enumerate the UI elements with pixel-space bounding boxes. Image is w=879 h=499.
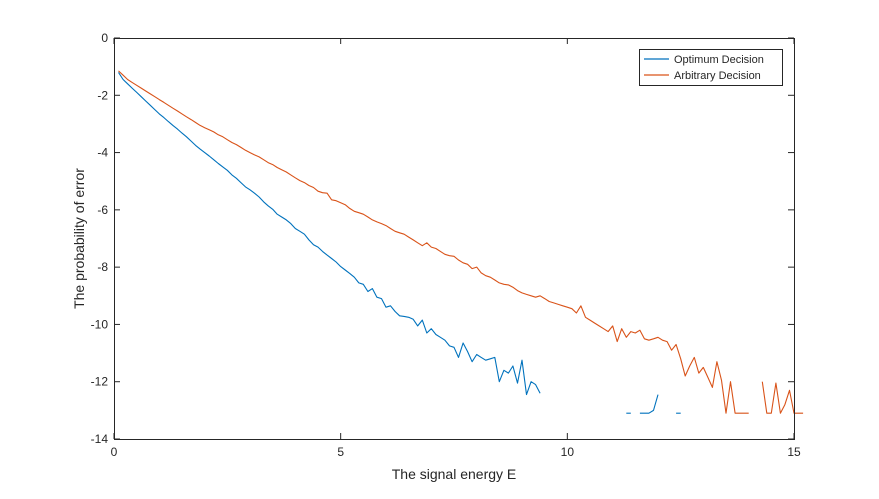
y-tick-label: -8 [97,260,108,274]
legend-entry-1: Optimum Decision [674,54,764,66]
ticks-layer: 0 5 10 15 0 -2 -4 -6 -8 -10 -12 -14 [91,31,801,459]
y-tick-label: -10 [91,317,109,331]
series-1-line-segment-3 [639,394,659,414]
y-tick-label: -14 [91,432,109,446]
x-tick-label: 5 [337,445,344,459]
x-tick-label: 10 [561,445,575,459]
plot-area [114,38,794,439]
legend-box [639,49,783,86]
series-layer [118,70,804,414]
axes-box [114,38,795,440]
legend-entry-2: Arbitrary Decision [674,70,761,82]
x-tick-label: 0 [111,445,118,459]
x-tick-label: 15 [787,445,801,459]
series-2-line-segment-1 [118,70,749,414]
y-tick-label: -6 [97,203,108,217]
y-tick-label: -2 [97,88,108,102]
y-axis-label: The probability of error [71,168,87,309]
legend: Optimum Decision Arbitrary Decision [639,49,783,86]
series-1-line-segment-1 [118,72,541,396]
y-tick-label: -4 [97,146,108,160]
x-axis-label: The signal energy E [392,466,517,482]
series-2-line-segment-2 [761,381,804,414]
y-tick-label: 0 [101,31,108,45]
y-tick-label: -12 [91,375,109,389]
